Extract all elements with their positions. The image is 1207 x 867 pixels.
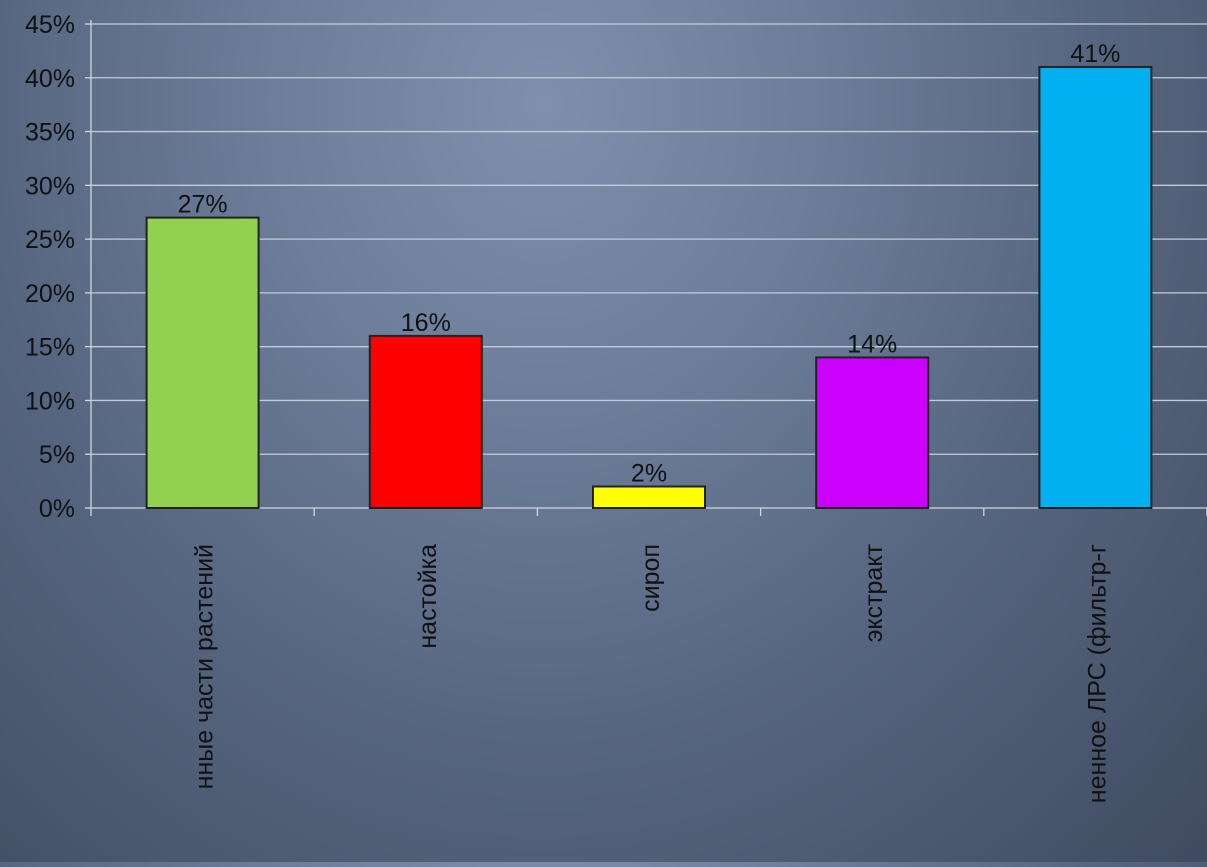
data-label: 16% bbox=[401, 309, 451, 337]
y-tick-label: 35% bbox=[25, 119, 75, 147]
x-category-label: настойка bbox=[414, 544, 442, 649]
y-tick-label: 5% bbox=[39, 441, 75, 469]
y-tick-label: 40% bbox=[25, 65, 75, 93]
bar bbox=[592, 485, 706, 510]
y-tick-label: 45% bbox=[25, 11, 75, 39]
y-tick-label: 30% bbox=[25, 172, 75, 200]
bar bbox=[815, 356, 930, 509]
x-category-label: ненное ЛРС (фильтр-г bbox=[1083, 544, 1111, 803]
bar bbox=[368, 334, 483, 509]
data-label: 2% bbox=[631, 459, 667, 487]
x-category-label: сироп bbox=[637, 544, 665, 612]
data-label: 27% bbox=[178, 191, 228, 219]
data-label: 14% bbox=[847, 330, 897, 358]
x-category-label: экстракт bbox=[860, 543, 888, 642]
y-tick-label: 20% bbox=[25, 280, 75, 308]
y-tick-label: 25% bbox=[25, 226, 75, 254]
y-tick-label: 0% bbox=[39, 495, 75, 523]
y-tick-label: 15% bbox=[25, 334, 75, 362]
x-category-label: нные части растений bbox=[191, 544, 219, 789]
data-label: 41% bbox=[1070, 40, 1120, 68]
bar bbox=[1038, 66, 1153, 510]
y-tick-label: 10% bbox=[25, 387, 75, 415]
bar bbox=[145, 216, 260, 509]
